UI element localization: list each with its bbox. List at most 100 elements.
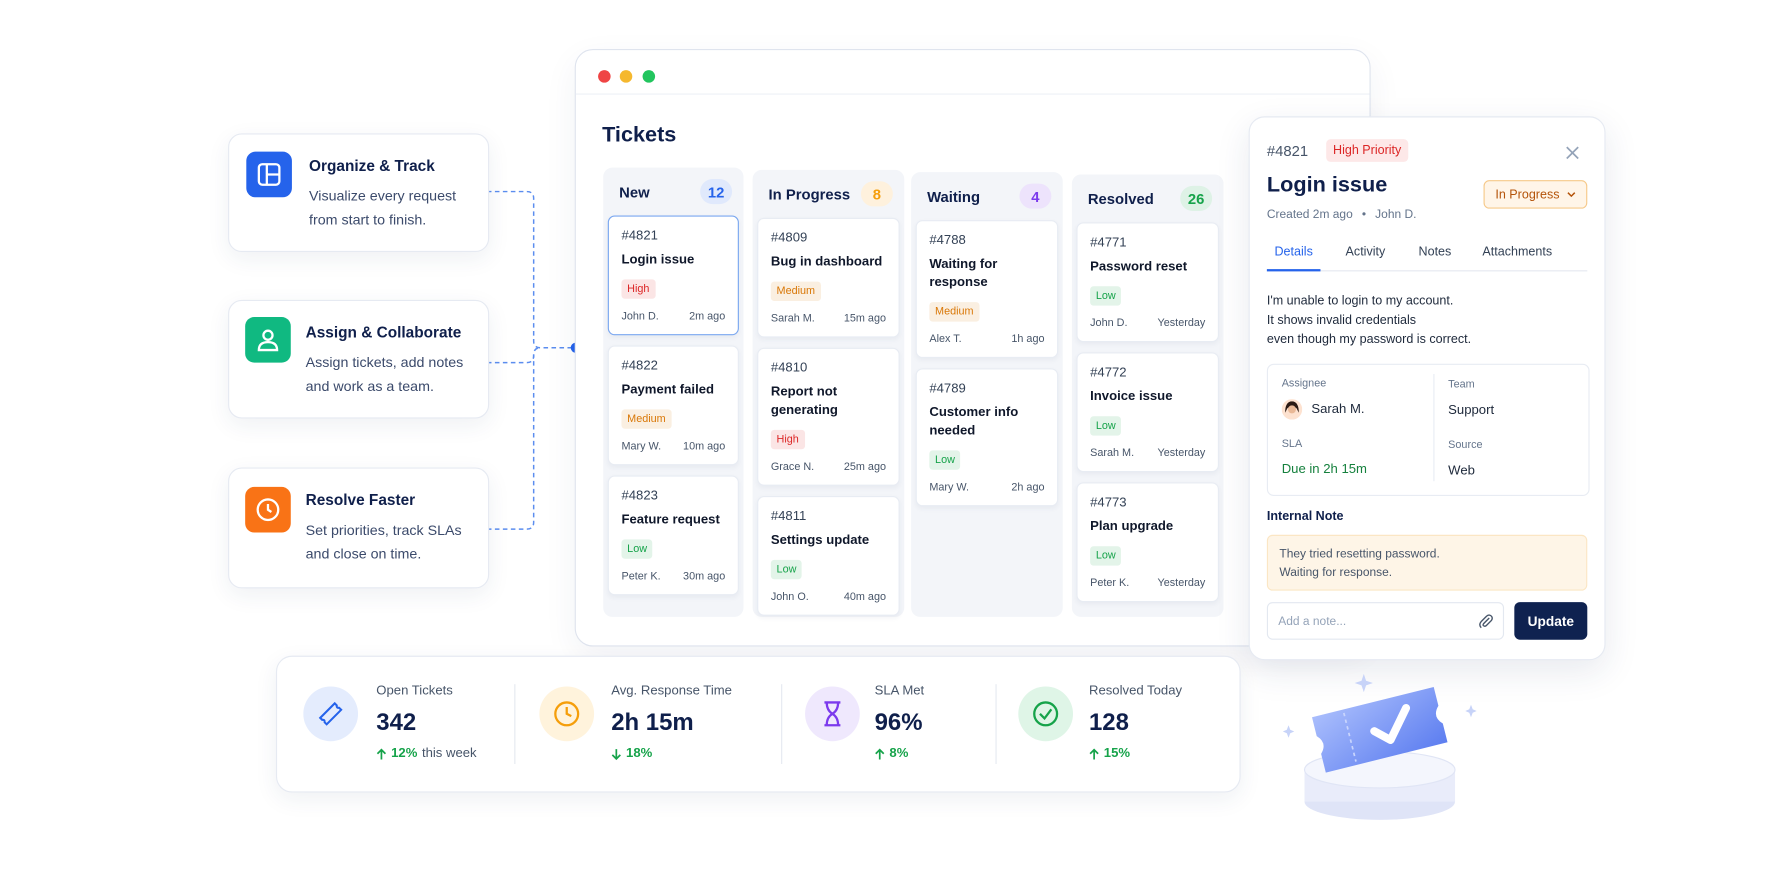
ticket-card[interactable]: #4771 Password reset Low John D. Yesterday	[1076, 222, 1219, 343]
column-name: Waiting	[927, 187, 981, 205]
detail-panel: #4821 High Priority Login issue In Progr…	[1248, 116, 1606, 661]
ticket-footer: John O. 40m ago	[771, 591, 886, 604]
ticket-card[interactable]: #4773 Plan upgrade Low Peter K. Yesterday	[1076, 482, 1219, 603]
field-value: Web	[1448, 464, 1475, 478]
line: Visualize every request	[309, 188, 457, 205]
ticket-title: Plan upgrade	[1090, 519, 1174, 534]
feature-title: Assign & Collaborate	[305, 323, 462, 341]
ticket-id: #4822	[621, 359, 658, 373]
stat-label: Avg. Response Time	[611, 684, 732, 698]
feature-title: Resolve Faster	[305, 491, 416, 509]
update-button[interactable]: Update	[1514, 602, 1588, 640]
note-input[interactable]: Add a note...	[1266, 602, 1505, 640]
ticket-footer: Mary W. 2h ago	[929, 481, 1044, 494]
board-column: Resolved 26 #4771 Password reset Low John D. Y…	[1071, 174, 1224, 617]
column-name: Resolved	[1087, 189, 1154, 207]
ticket-title: Customer info needed	[929, 405, 1019, 438]
ticket-id: #4772	[1090, 366, 1127, 380]
author: John D.	[1375, 207, 1417, 222]
feature-card: Resolve Faster Set priorities, track SLA…	[228, 467, 490, 589]
ticket-card[interactable]: #4772 Invoice issue Low Sarah M. Yesterday	[1076, 352, 1219, 473]
ticket-card[interactable]: #4788 Waiting for response Medium Alex T. 1h…	[915, 220, 1059, 359]
close-button[interactable]	[1566, 146, 1580, 160]
tab[interactable]: Notes	[1418, 245, 1452, 259]
feature-description: Assign tickets, add notes and work as a t…	[306, 351, 464, 399]
time: 10m ago	[683, 440, 726, 453]
priority-tag: High	[770, 429, 805, 450]
board-column: In Progress 8 #4809 Bug in dashboard Medium S…	[752, 169, 905, 617]
ticket-title: Password reset	[1090, 259, 1188, 274]
line: and work as a team.	[305, 378, 434, 395]
attach-icon[interactable]	[1478, 613, 1494, 629]
change: 8%	[889, 746, 909, 761]
priority-tag: Low	[1090, 546, 1122, 566]
ticket-card[interactable]: #4822 Payment failed Medium Mary W. 10m ago	[607, 345, 739, 466]
ticket-card[interactable]: #4809 Bug in dashboard Medium Sarah M. 15m a…	[757, 217, 900, 338]
created: Created 2m ago	[1266, 207, 1353, 222]
ticket-illustration	[1282, 673, 1477, 820]
ticket-card[interactable]: #4821 Login issue High John D. 2m ago	[607, 215, 739, 336]
ticket-card[interactable]: #4789 Customer info needed Low Mary W. 2h ag…	[915, 368, 1059, 507]
line: Waiting for response.	[1279, 565, 1393, 580]
column-header: New 12	[603, 168, 743, 216]
priority-tag: Low	[1090, 286, 1122, 306]
ticket-id: #4810	[770, 361, 808, 376]
change: 15%	[1103, 746, 1131, 761]
priority-tag: Low	[770, 559, 803, 580]
column-count: 4	[1019, 183, 1052, 209]
column-header: Resolved 26	[1072, 174, 1224, 222]
ticket-card[interactable]: #4811 Settings update Low John O. 40m ago	[757, 496, 900, 616]
status-select[interactable]: In Progress	[1483, 180, 1588, 209]
priority-tag: Low	[621, 539, 653, 559]
time: Yesterday	[1157, 317, 1206, 330]
line: I'm unable to login to my account.	[1266, 294, 1454, 308]
stat-change: 8%	[875, 746, 909, 761]
priority-tag: High	[621, 279, 656, 299]
field-label: Team	[1448, 378, 1475, 392]
column-count: 12	[700, 179, 733, 205]
ticket-title: Login issue	[621, 253, 695, 267]
change: 18%	[626, 746, 653, 761]
change: 12%	[391, 746, 418, 761]
tabs: Details Activity Notes Attachments	[1266, 245, 1588, 272]
ticket-title: Settings update	[770, 533, 870, 548]
title-divider	[575, 93, 1370, 95]
time: Yesterday	[1157, 576, 1206, 590]
assignee: Peter K.	[1090, 576, 1130, 590]
column-count: 8	[860, 181, 893, 207]
feature-icon	[245, 486, 291, 533]
tab[interactable]: Details	[1266, 245, 1321, 272]
assignee: Sarah M.	[1090, 446, 1135, 460]
ticket-id: #4773	[1090, 496, 1127, 510]
ticket-id: #4821	[1266, 142, 1309, 160]
ticket-title: Bug in dashboard	[770, 255, 883, 270]
line: even though my password is correct.	[1266, 332, 1472, 347]
ticket-footer: Peter K. 30m ago	[621, 570, 725, 583]
line: They tried resetting password.	[1279, 547, 1440, 562]
stat-change: 15%	[1089, 747, 1130, 761]
assignee: Grace N.	[770, 460, 815, 474]
ticket-card[interactable]: #4810 Report not generating High Grace N. 25…	[757, 347, 900, 486]
priority-tag: Medium	[929, 302, 980, 322]
assignee: John D.	[1090, 317, 1128, 330]
feature-description: Set priorities, track SLAs and close on t…	[306, 519, 462, 567]
tab[interactable]: Activity	[1345, 245, 1386, 259]
stat-change: 12% this week	[376, 746, 477, 761]
feature-card: Assign & Collaborate Assign tickets, add…	[228, 299, 490, 419]
column-name: In Progress	[768, 185, 851, 203]
priority-tag: Low	[929, 450, 961, 470]
status: In Progress	[1495, 187, 1560, 202]
time: 15m ago	[843, 312, 887, 325]
stat-label: Open Tickets	[376, 684, 453, 698]
ticket-card[interactable]: #4823 Feature request Low Peter K. 30m ago	[607, 475, 739, 596]
ticket-footer: Sarah M. 15m ago	[771, 312, 886, 325]
ticket-title: Feature request	[621, 513, 720, 527]
priority-tag: Medium	[770, 281, 821, 302]
feature-card: Organize & Track Visualize every request…	[228, 133, 490, 253]
field-value: Sarah M.	[1311, 402, 1365, 417]
feature-icon	[246, 151, 292, 198]
tab[interactable]: Attachments	[1482, 245, 1553, 259]
time: Yesterday	[1157, 446, 1206, 460]
